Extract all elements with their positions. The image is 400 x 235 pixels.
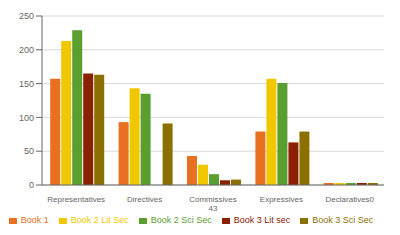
svg-text:Expressives: Expressives [260, 195, 303, 204]
html-text:Book 3 Sci Sec: Book 3 Sci Sec [312, 215, 374, 225]
svg-text:100: 100 [19, 113, 34, 123]
html-text:Book 1: Book 1 [20, 215, 49, 225]
html-text:Book 2 Sci Sec: Book 2 Sci Sec [150, 215, 212, 225]
svg-text:Declaratives0: Declaratives0 [326, 195, 375, 204]
svg-text:Representatives: Representatives [47, 195, 105, 204]
svg-text:200: 200 [19, 45, 34, 55]
svg-text:150: 150 [19, 79, 34, 89]
html-text:Book 3 Lit sec: Book 3 Lit sec [233, 215, 291, 225]
html-text:Book 2 Lit Sec: Book 2 Lit Sec [70, 215, 129, 225]
svg-text:Commissives43: Commissives43 [189, 195, 237, 213]
svg-text:50: 50 [24, 146, 34, 156]
svg-text:250: 250 [19, 11, 34, 21]
svg-text:0: 0 [29, 180, 34, 190]
svg-text:Directives: Directives [127, 195, 162, 204]
